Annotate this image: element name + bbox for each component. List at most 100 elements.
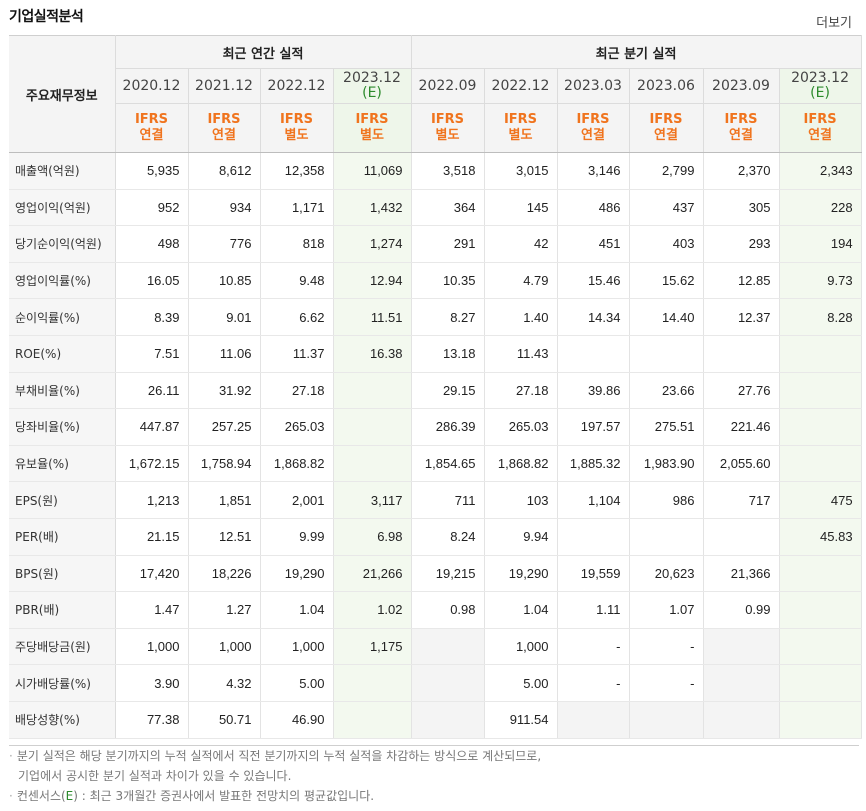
accounting-header: IFRS 별도 <box>410 103 485 153</box>
note-2: · 컨센서스(E) : 최근 3개월간 증권사에서 발표한 전망치의 평균값입니다… <box>9 789 375 803</box>
table-cell: 0.99 <box>703 591 780 629</box>
table-row: 당좌비율(%) 447.87 257.25 265.03 286.39 265.03 197… <box>9 408 862 446</box>
table-cell: 20,623 <box>629 555 704 593</box>
table-cell: 286.39 <box>410 408 485 446</box>
row-label: 당기순이익(억원) <box>9 225 116 263</box>
table-cell: 1,432 <box>333 189 412 227</box>
accounting-header: IFRS 연결 <box>629 103 704 153</box>
table-cell: 21.15 <box>115 518 189 556</box>
accounting-header: IFRS 연결 <box>557 103 630 153</box>
table-cell <box>333 445 412 483</box>
table-cell <box>629 335 704 373</box>
table-cell: 1.07 <box>629 591 704 629</box>
table-cell: 3,146 <box>557 152 630 190</box>
table-cell: 293 <box>703 225 780 263</box>
row-label: BPS(원) <box>9 555 116 593</box>
annual-group-header: 최근 연간 실적 <box>115 35 412 69</box>
table-cell: 27.18 <box>260 371 334 410</box>
table-cell: 26.11 <box>115 371 189 410</box>
table-cell: 711 <box>410 481 485 519</box>
table-cell: 8,612 <box>188 152 261 190</box>
table-cell <box>557 335 630 373</box>
table-cell: 486 <box>557 189 630 227</box>
accounting-header: IFRS 연결 <box>188 103 261 153</box>
row-label: 부채비율(%) <box>9 371 116 410</box>
table-cell: 29.15 <box>410 371 485 410</box>
period-header: 2022.09 <box>410 68 485 104</box>
table-cell <box>779 664 862 702</box>
table-cell: 1.27 <box>188 591 261 629</box>
table-cell: 6.62 <box>260 298 334 336</box>
table-cell: 5.00 <box>484 664 558 702</box>
period-header: 2023.12 (E) <box>779 68 862 104</box>
table-cell: 364 <box>410 189 485 227</box>
table-cell: 3.90 <box>115 664 189 702</box>
table-cell: 1,854.65 <box>410 445 485 483</box>
table-cell: 447.87 <box>115 408 189 446</box>
table-cell: 12.94 <box>333 261 412 300</box>
period-header: 2023.03 <box>557 68 630 104</box>
table-cell: 145 <box>484 189 558 227</box>
period-header: 2023.12 (E) <box>333 68 412 104</box>
table-cell: 934 <box>188 189 261 227</box>
table-cell: - <box>557 664 630 702</box>
table-cell: 1,000 <box>484 627 558 666</box>
table-cell: 475 <box>779 481 862 519</box>
table-cell: 1.47 <box>115 591 189 629</box>
table-cell: 2,055.60 <box>703 445 780 483</box>
more-link[interactable]: 더보기 <box>816 16 852 31</box>
table-cell <box>779 371 862 410</box>
table-cell: 11.43 <box>484 335 558 373</box>
table-cell: 3,015 <box>484 152 558 190</box>
table-cell: 5.00 <box>260 664 334 702</box>
table-cell: 221.46 <box>703 408 780 446</box>
row-label: 영업이익률(%) <box>9 261 116 300</box>
table-cell: 27.18 <box>484 371 558 410</box>
table-cell: 16.38 <box>333 335 412 373</box>
table-cell: 228 <box>779 189 862 227</box>
table-cell: 1,851 <box>188 481 261 519</box>
table-cell <box>703 518 780 556</box>
table-cell: 1,672.15 <box>115 445 189 483</box>
row-label: 영업이익(억원) <box>9 189 116 227</box>
table-cell: 19,215 <box>410 555 485 593</box>
footnotes: · 분기 실적은 해당 분기까지의 누적 실적에서 직전 분기까지의 누적 실적을… <box>9 745 859 806</box>
table-cell <box>779 555 862 593</box>
table-row: 영업이익(억원) 952 934 1,171 1,432 364 145 486 437 305 2… <box>9 189 862 227</box>
table-cell: 197.57 <box>557 408 630 446</box>
table-cell: 7.51 <box>115 335 189 373</box>
row-label: ROE(%) <box>9 335 116 373</box>
quarter-group-header: 최근 분기 실적 <box>410 35 862 69</box>
table-cell: 14.40 <box>629 298 704 336</box>
table-cell <box>779 408 862 446</box>
table-cell: 1,104 <box>557 481 630 519</box>
period-header: 2020.12 <box>115 68 189 104</box>
table-cell: 986 <box>629 481 704 519</box>
table-cell: 13.18 <box>410 335 485 373</box>
table-cell: 46.90 <box>260 701 334 739</box>
table-cell: 19,559 <box>557 555 630 593</box>
table-row: PER(배) 21.15 12.51 9.99 6.98 8.24 9.94 45.83 <box>9 518 862 556</box>
table-cell: 275.51 <box>629 408 704 446</box>
table-cell: 3,518 <box>410 152 485 190</box>
table-cell <box>333 371 412 410</box>
table-cell <box>410 664 485 702</box>
table-cell: 12.51 <box>188 518 261 556</box>
table-cell: 11,069 <box>333 152 412 190</box>
row-label: 순이익률(%) <box>9 298 116 336</box>
table-cell <box>557 518 630 556</box>
table-cell: 952 <box>115 189 189 227</box>
row-label: 배당성향(%) <box>9 701 116 739</box>
table-cell: 498 <box>115 225 189 263</box>
table-cell: 1,213 <box>115 481 189 519</box>
table-cell <box>703 627 780 666</box>
table-cell: 103 <box>484 481 558 519</box>
table-cell: 1.04 <box>484 591 558 629</box>
table-cell: 39.86 <box>557 371 630 410</box>
table-cell: 11.51 <box>333 298 412 336</box>
table-cell: 1,868.82 <box>484 445 558 483</box>
table-cell: 6.98 <box>333 518 412 556</box>
table-cell: 911.54 <box>484 701 558 739</box>
table-cell: 403 <box>629 225 704 263</box>
table-row: 주당배당금(원) 1,000 1,000 1,000 1,175 1,000- - <box>9 627 862 666</box>
